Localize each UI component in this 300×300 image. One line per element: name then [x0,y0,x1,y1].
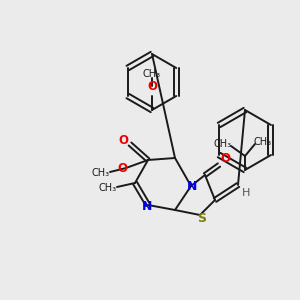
Text: CH₃: CH₃ [143,69,161,79]
Text: S: S [197,212,206,226]
Text: CH₃: CH₃ [214,139,232,149]
Text: O: O [220,152,230,166]
Text: O: O [117,163,127,176]
Text: O: O [118,134,128,148]
Text: CH₃: CH₃ [254,137,272,147]
Text: N: N [142,200,152,212]
Text: N: N [187,179,197,193]
Text: CH₃: CH₃ [92,168,110,178]
Text: H: H [242,188,250,198]
Text: CH₃: CH₃ [99,183,117,193]
Text: O: O [147,80,157,92]
